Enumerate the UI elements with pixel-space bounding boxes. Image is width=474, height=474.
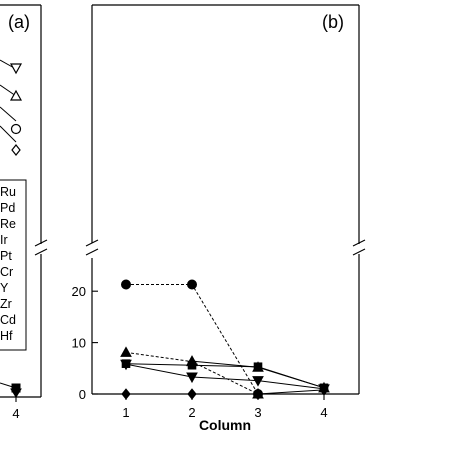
legend-entry: Re — [0, 217, 16, 231]
legend-entry: Pd — [0, 201, 15, 215]
y-tick-label: 20 — [72, 284, 86, 299]
marker-diamond-filled — [319, 384, 329, 396]
marker-triangle-down-filled — [252, 376, 264, 387]
marker-triangle-up-filled — [120, 346, 132, 357]
panel-a-marker-diamond — [11, 144, 21, 156]
legend-entry: Ir — [0, 233, 8, 247]
panel-a-x-tick-label: 4 — [12, 406, 19, 421]
series-markers — [120, 279, 330, 400]
panel-a: (a) Ru Pd Re Ir Pt Cr Y Zr Cd Hf 4 — [0, 4, 42, 421]
series-line — [125, 363, 325, 389]
panel-a-legend-box — [0, 179, 27, 351]
legend-entry: Y — [0, 281, 9, 295]
marker-diamond-filled — [187, 388, 197, 400]
marker-triangle-down-filled — [120, 359, 132, 371]
panel-a-legend: Ru Pd Re Ir Pt Cr Y Zr Cd Hf — [0, 185, 16, 343]
marker-circle-filled — [187, 279, 197, 290]
panel-a-marker-triangle-down-filled — [10, 388, 22, 398]
panel-a-marker-triangle-down — [9, 63, 23, 75]
x-tick-label: 1 — [122, 405, 129, 420]
axis-break-right — [352, 239, 366, 256]
y-tick-label: 10 — [72, 336, 86, 351]
legend-entry: Pt — [0, 249, 12, 263]
legend-entry: Ru — [0, 185, 16, 199]
marker-diamond-filled — [121, 388, 131, 400]
series-lines — [125, 284, 325, 395]
legend-entry: Cr — [0, 265, 13, 279]
y-axis-ticks: 0102060708090100 — [72, 284, 98, 402]
marker-square-filled — [187, 360, 197, 370]
legend-entry: Zr — [0, 297, 12, 311]
series-line — [125, 363, 325, 390]
axis-break-far-left — [34, 239, 48, 256]
x-tick-label: 3 — [254, 405, 261, 420]
x-tick-label: 2 — [188, 405, 195, 420]
x-tick-label: 4 — [320, 405, 327, 420]
panel-a-label: (a) — [8, 12, 30, 32]
marker-square-filled — [253, 362, 263, 372]
panel-a-marker-circle — [10, 123, 22, 135]
axis-break-left — [85, 239, 99, 256]
marker-triangle-down-filled — [186, 372, 198, 384]
legend-entry: Cd — [0, 313, 16, 327]
series-line — [126, 389, 325, 395]
x-axis-title: Column — [199, 417, 251, 433]
legend-entry: Hf — [0, 329, 13, 343]
panel-b-label: (b) — [322, 12, 344, 32]
marker-diamond-filled — [253, 388, 263, 400]
marker-circle-filled — [121, 279, 131, 290]
panel-a-marker-triangle-up — [9, 89, 23, 101]
y-tick-label: 0 — [79, 387, 86, 402]
